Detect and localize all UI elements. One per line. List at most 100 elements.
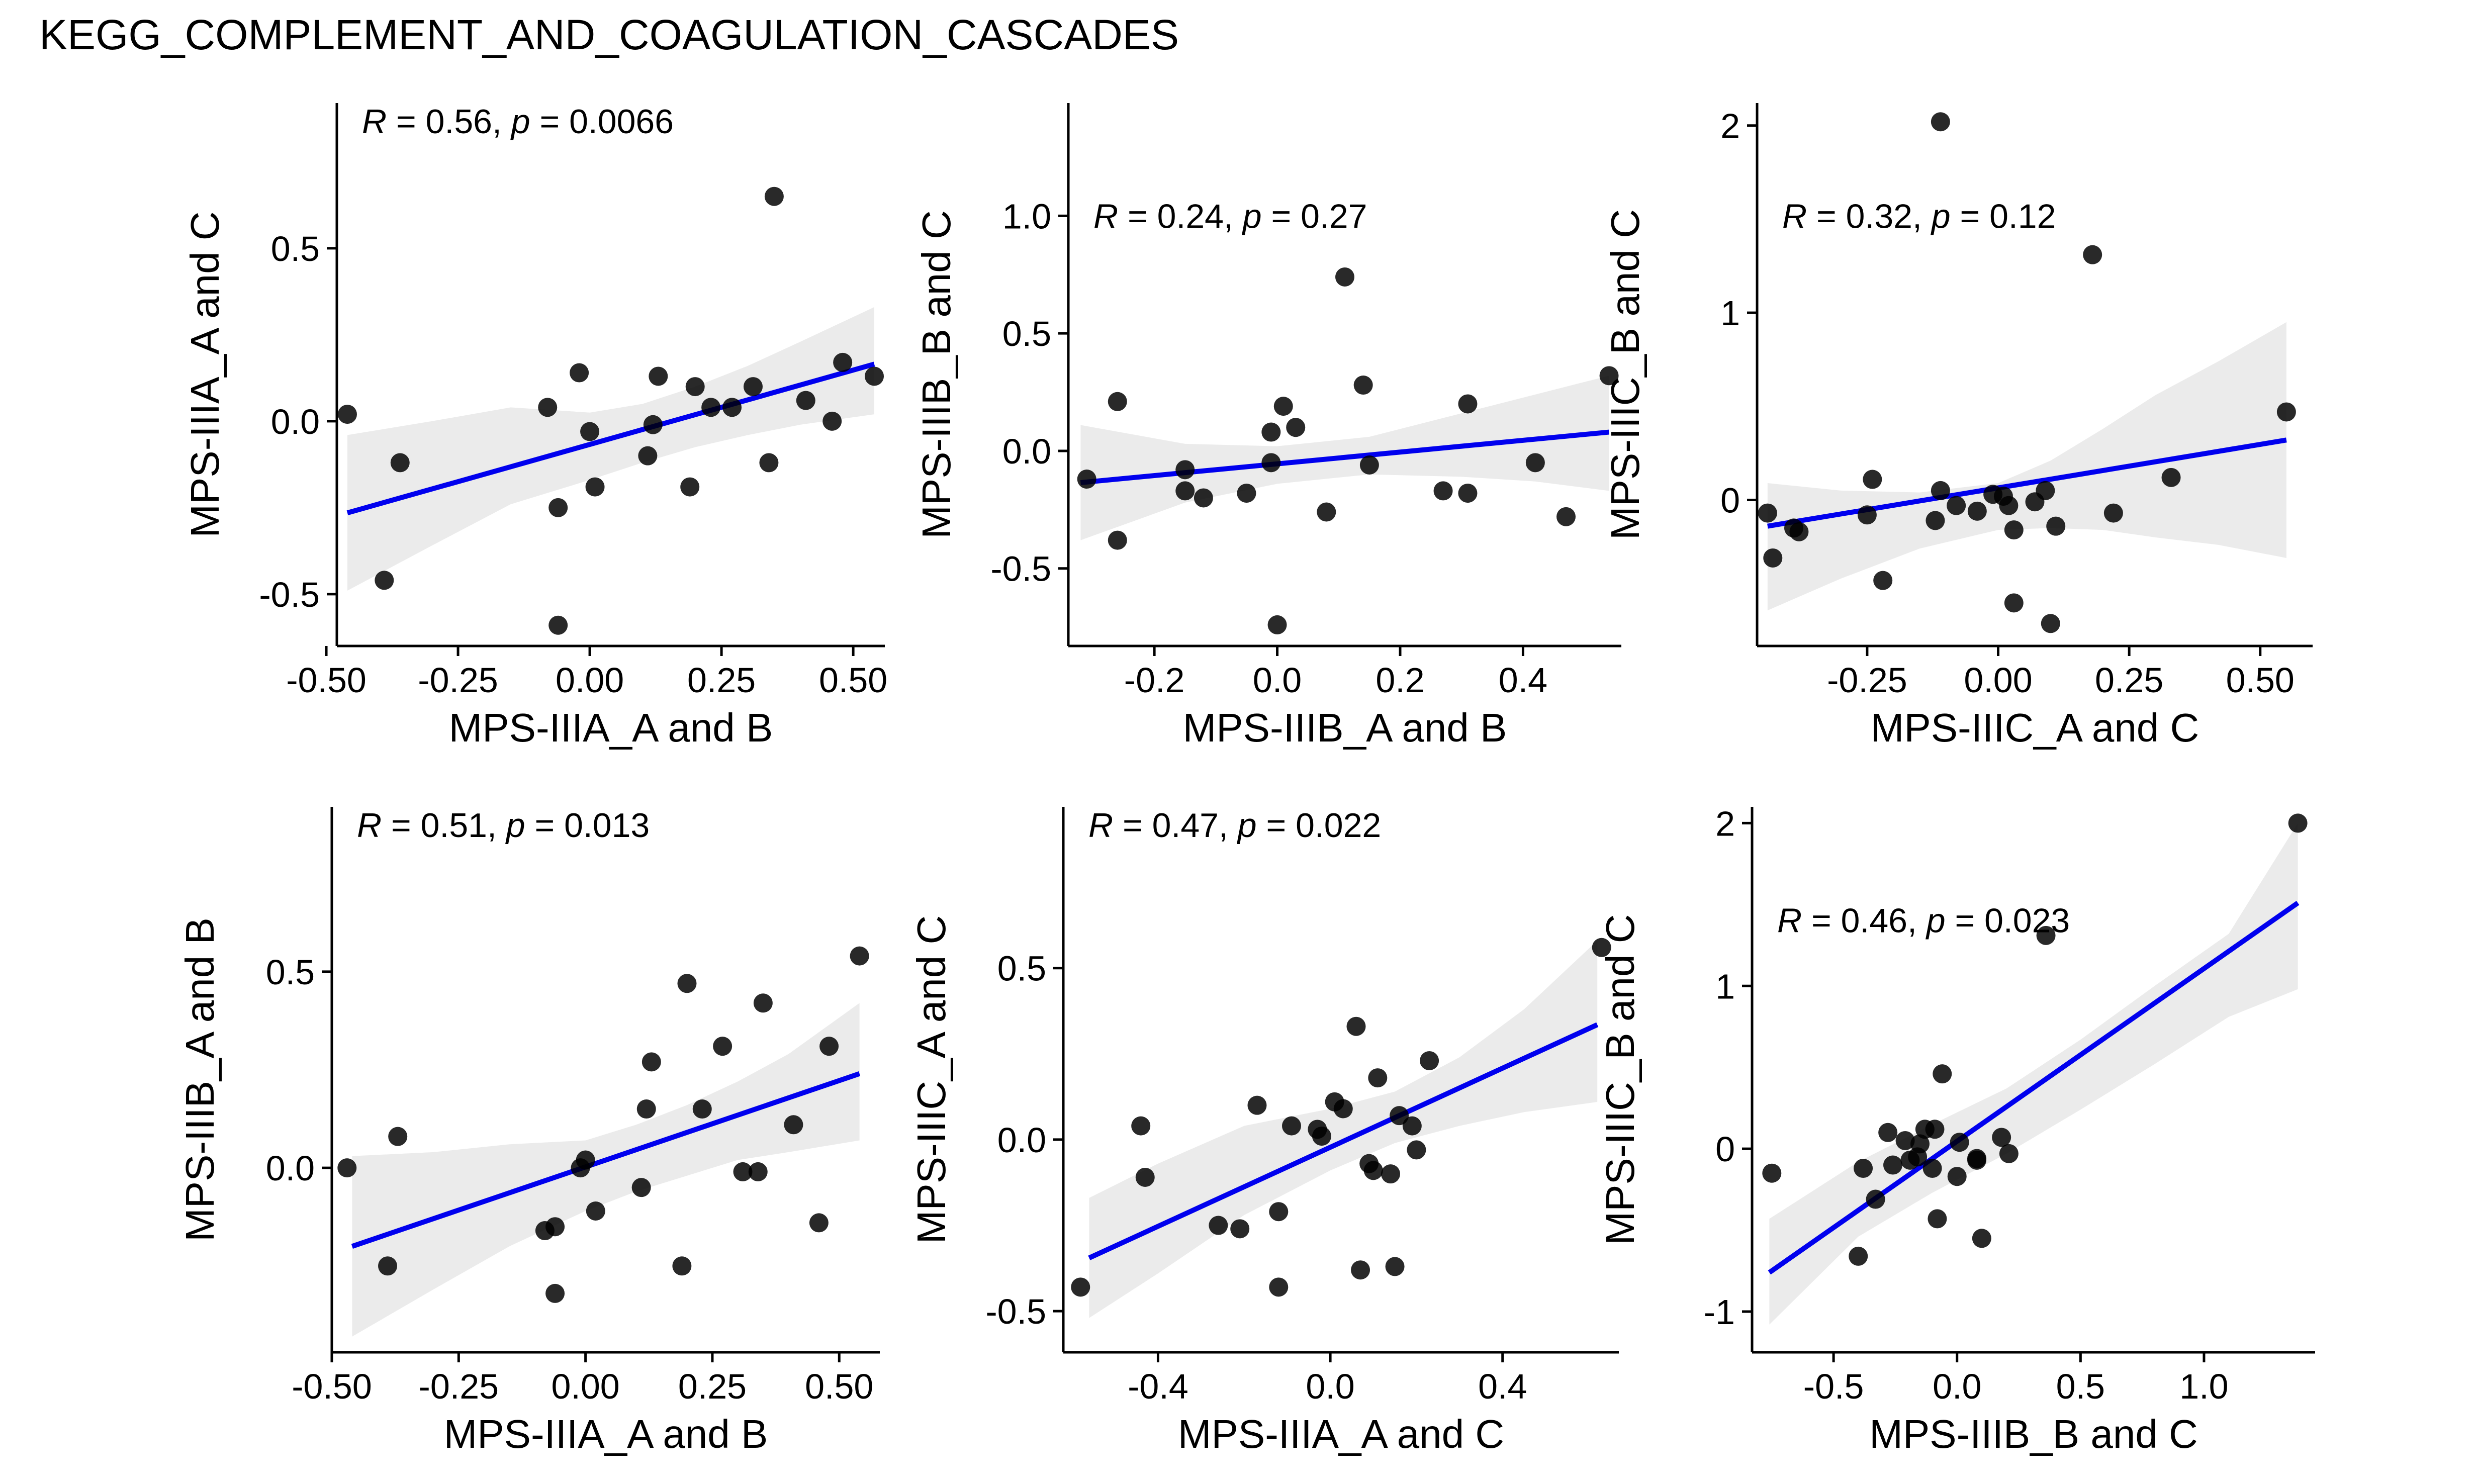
data-point — [1863, 470, 1882, 489]
data-point — [643, 415, 663, 434]
data-point — [1763, 548, 1783, 568]
y-tick-label: 0.0 — [271, 402, 320, 441]
data-point — [1926, 511, 1945, 530]
y-tick-label: 0.5 — [266, 953, 315, 992]
data-point — [642, 1052, 661, 1072]
data-point — [1353, 376, 1373, 395]
data-point — [337, 405, 357, 424]
y-tick-label: 2 — [1715, 804, 1735, 843]
panel-6: -0.5 0.0 0.5 1.0 -1 0 1 2 MPS-IIIB_B and C MPS-II… — [1598, 804, 2315, 1456]
data-point — [833, 352, 853, 372]
data-point — [1261, 422, 1281, 442]
data-point — [809, 1213, 829, 1233]
data-point — [1866, 1189, 1885, 1209]
correlation-annotation: R = 0.32, p = 0.12 — [1782, 197, 2056, 235]
x-tick-label: 0.00 — [552, 1367, 620, 1406]
data-point — [2036, 481, 2055, 500]
data-point — [1950, 1133, 1969, 1152]
data-point — [677, 974, 697, 993]
correlation-annotation: R = 0.46, p = 0.023 — [1777, 902, 2070, 940]
data-point — [1525, 453, 1545, 473]
confidence-band — [1089, 941, 1598, 1318]
data-point — [638, 446, 658, 466]
y-tick-label: -0.5 — [985, 1292, 1046, 1331]
panel-3: -0.25 0.00 0.25 0.50 0 1 2 MPS-IIIC_A and C MPS-… — [1603, 103, 2313, 750]
x-axis-title: MPS-IIIA_A and C — [1178, 1412, 1504, 1456]
data-point — [2161, 468, 2181, 487]
data-point — [1286, 418, 1306, 437]
data-point — [1758, 503, 1777, 523]
data-point — [1458, 484, 1478, 503]
data-point — [1592, 938, 1611, 957]
data-point — [1967, 1149, 1987, 1168]
y-tick-label: 0.5 — [997, 949, 1046, 988]
data-point — [538, 398, 558, 417]
y-tick-label: -0.5 — [990, 549, 1051, 589]
x-tick-label: 0.25 — [687, 661, 756, 700]
x-axis-title: MPS-IIIA_A and B — [449, 705, 773, 750]
data-point — [1359, 455, 1379, 475]
data-point — [1368, 1068, 1388, 1088]
x-tick-label: 0.50 — [2226, 661, 2295, 700]
data-point — [2041, 614, 2060, 633]
data-point — [1333, 1099, 1353, 1119]
data-point — [1972, 1229, 1991, 1248]
data-point — [337, 1158, 357, 1178]
data-point — [585, 477, 605, 497]
data-point — [733, 1162, 753, 1181]
data-point — [1269, 1277, 1289, 1297]
data-point — [1108, 392, 1127, 411]
x-axis-title: MPS-IIIB_B and C — [1869, 1412, 2198, 1456]
data-point — [1131, 1116, 1151, 1136]
data-point — [1849, 1246, 1868, 1266]
data-point — [1599, 366, 1619, 386]
data-point — [1247, 1095, 1267, 1115]
regression-line — [351, 1071, 861, 1249]
data-point — [753, 993, 773, 1013]
data-point — [819, 1037, 839, 1056]
data-point — [1335, 267, 1354, 287]
y-tick-label: 0.0 — [997, 1121, 1046, 1160]
x-tick-label: -0.5 — [1803, 1367, 1864, 1406]
data-point — [548, 615, 568, 635]
data-point — [1237, 484, 1256, 503]
data-point — [713, 1037, 732, 1056]
y-tick-label: 1.0 — [1002, 197, 1051, 236]
x-tick-label: 0.50 — [805, 1367, 873, 1406]
confidence-band — [347, 307, 874, 591]
data-point — [784, 1115, 803, 1135]
x-tick-label: -0.50 — [286, 661, 366, 700]
y-axis-title: MPS-IIIB_A and B — [177, 917, 222, 1242]
x-tick-label: -0.25 — [419, 1367, 499, 1406]
y-tick-label: 1 — [1715, 967, 1735, 1006]
y-tick-label: 2 — [1720, 107, 1740, 146]
data-point — [1317, 502, 1336, 522]
x-tick-label: 0.50 — [819, 661, 887, 700]
data-point — [1992, 1128, 2011, 1147]
data-point — [692, 1099, 712, 1119]
y-axis-title: MPS-IIIC_B and C — [1603, 209, 1647, 540]
x-tick-label: 0.2 — [1376, 661, 1424, 700]
x-tick-label: 0.4 — [1478, 1367, 1527, 1406]
data-point — [1789, 522, 1809, 541]
correlation-annotation: R = 0.56, p = 0.0066 — [362, 103, 674, 141]
data-point — [1209, 1216, 1228, 1235]
data-point — [850, 946, 869, 966]
data-point — [1925, 1120, 1945, 1139]
data-point — [545, 1283, 565, 1303]
y-tick-label: 0 — [1720, 481, 1740, 520]
data-point — [1458, 394, 1478, 414]
data-point — [1947, 1167, 1967, 1186]
data-point — [685, 377, 705, 397]
data-point — [1928, 1209, 1947, 1229]
data-point — [388, 1127, 408, 1146]
regression-line — [1768, 900, 2300, 1275]
regression-line — [346, 361, 875, 515]
panels: -0.50 -0.25 0.00 0.25 0.50-0.50.00.5MPS-IIIA… — [177, 103, 2315, 1456]
y-tick-label: 1 — [1720, 294, 1740, 333]
data-point — [1230, 1219, 1250, 1239]
data-point — [2004, 593, 2024, 613]
data-point — [1390, 1106, 1409, 1126]
data-point — [1381, 1164, 1401, 1184]
